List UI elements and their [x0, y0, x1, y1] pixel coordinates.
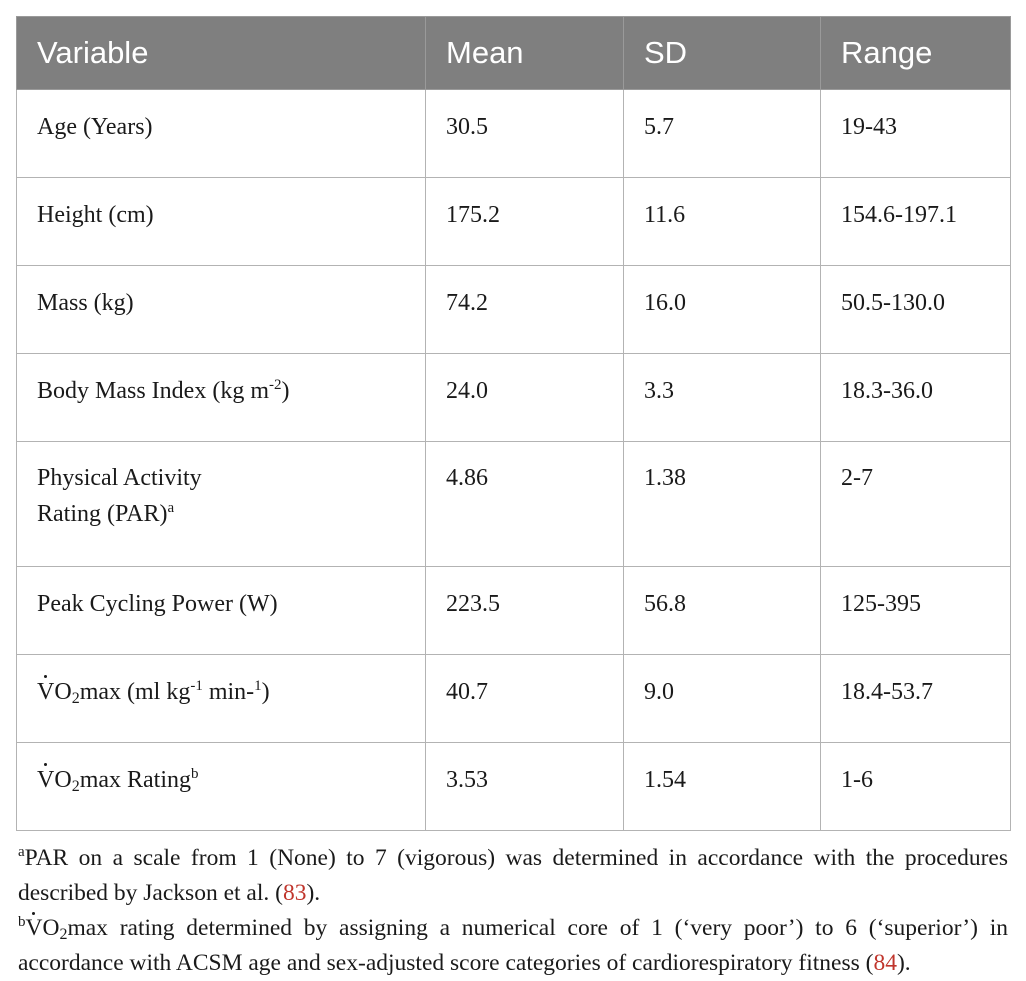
table-row: Height (cm) 175.2 11.6 154.6-197.1 [16, 177, 1011, 266]
v-dot-symbol: V [37, 674, 54, 710]
cell-sd: 1.54 [623, 742, 821, 831]
cell-sd: 9.0 [623, 654, 821, 743]
table-row: Age (Years) 30.5 5.7 19-43 [16, 89, 1011, 178]
reference-link[interactable]: 84 [873, 950, 897, 976]
table-row: Peak Cycling Power (W) 223.5 56.8 125-39… [16, 566, 1011, 655]
cell-range: 2-7 [820, 441, 1011, 567]
cell-variable: Mass (kg) [16, 265, 426, 354]
header-range: Range [820, 16, 1011, 90]
footnote-marker: a [167, 500, 175, 516]
variable-text: Physical Activity [37, 465, 202, 491]
cell-variable: Body Mass Index (kg m-2) [16, 353, 426, 442]
footnote-a: aPAR on a scale from 1 (None) to 7 (vigo… [18, 841, 1008, 911]
cell-mean: 175.2 [425, 177, 624, 266]
footnote-text: max rating determined by assigning a num… [18, 915, 1008, 976]
cell-variable: Age (Years) [16, 89, 426, 178]
oxygen-symbol: O [54, 767, 72, 793]
cell-variable: Peak Cycling Power (W) [16, 566, 426, 655]
cell-mean: 74.2 [425, 265, 624, 354]
cell-mean: 40.7 [425, 654, 624, 743]
variable-text: Body Mass Index (kg m [37, 378, 269, 404]
oxygen-symbol: O [54, 679, 72, 705]
footnote-text: PAR on a scale from 1 (None) to 7 (vigor… [18, 845, 1008, 906]
cell-mean: 24.0 [425, 353, 624, 442]
cell-range: 50.5-130.0 [820, 265, 1011, 354]
superscript: -2 [268, 377, 282, 393]
oxygen-symbol: O [42, 915, 60, 941]
header-row: Variable Mean SD Range [16, 16, 1011, 90]
cell-range: 125-395 [820, 566, 1011, 655]
table-row: Mass (kg) 74.2 16.0 50.5-130.0 [16, 265, 1011, 354]
table-row: VO2max Ratingb 3.53 1.54 1-6 [16, 742, 1011, 831]
cell-variable: Height (cm) [16, 177, 426, 266]
cell-mean: 4.86 [425, 441, 624, 567]
cell-mean: 223.5 [425, 566, 624, 655]
table-row: VO2max (ml kg-1 min-1) 40.7 9.0 18.4-53.… [16, 654, 1011, 743]
cell-sd: 5.7 [623, 89, 821, 178]
superscript: -1 [190, 678, 203, 694]
cell-mean: 3.53 [425, 742, 624, 831]
header-mean: Mean [425, 16, 624, 90]
footnote-marker: b [18, 914, 26, 930]
variable-text: max (ml kg [79, 679, 191, 705]
subscript: 2 [71, 690, 80, 707]
cell-range: 18.3-36.0 [820, 353, 1011, 442]
footnote-tail: ). [896, 950, 911, 976]
variable-tail: ) [261, 679, 270, 705]
cell-variable: VO2max Ratingb [16, 742, 426, 831]
table-page: Variable Mean SD Range Age (Years) 30.5 … [16, 16, 1011, 981]
footnote-tail: ). [306, 880, 321, 906]
variable-tail: ) [281, 378, 290, 404]
cell-sd: 56.8 [623, 566, 821, 655]
table-footnotes: aPAR on a scale from 1 (None) to 7 (vigo… [16, 841, 1010, 981]
cell-variable: Physical Activity Rating (PAR)a [16, 441, 426, 567]
cell-mean: 30.5 [425, 89, 624, 178]
footnote-b: bVO2max rating determined by assigning a… [18, 911, 1008, 981]
cell-range: 19-43 [820, 89, 1011, 178]
cell-sd: 1.38 [623, 441, 821, 567]
subscript: 2 [71, 778, 80, 795]
reference-link[interactable]: 83 [282, 880, 307, 906]
cell-range: 18.4-53.7 [820, 654, 1011, 743]
cell-range: 154.6-197.1 [820, 177, 1011, 266]
variable-line2: Rating (PAR) [37, 501, 168, 527]
variable-text: max Rating [79, 767, 192, 793]
footnote-marker: a [18, 844, 25, 860]
v-dot-symbol: V [37, 762, 54, 798]
subscript: 2 [59, 926, 68, 943]
header-variable: Variable [16, 16, 426, 90]
variable-mid: min- [202, 679, 255, 705]
cell-sd: 3.3 [623, 353, 821, 442]
table-row: Physical Activity Rating (PAR)a 4.86 1.38… [16, 441, 1011, 567]
v-dot-symbol: V [26, 911, 42, 946]
cell-range: 1-6 [820, 742, 1011, 831]
cell-sd: 11.6 [623, 177, 821, 266]
cell-variable: VO2max (ml kg-1 min-1) [16, 654, 426, 743]
superscript: 1 [254, 678, 262, 694]
cell-sd: 16.0 [623, 265, 821, 354]
table-row: Body Mass Index (kg m-2) 24.0 3.3 18.3-3… [16, 353, 1011, 442]
participant-characteristics-table: Variable Mean SD Range Age (Years) 30.5 … [16, 16, 1011, 831]
header-sd: SD [623, 16, 821, 90]
footnote-marker: b [191, 766, 199, 782]
